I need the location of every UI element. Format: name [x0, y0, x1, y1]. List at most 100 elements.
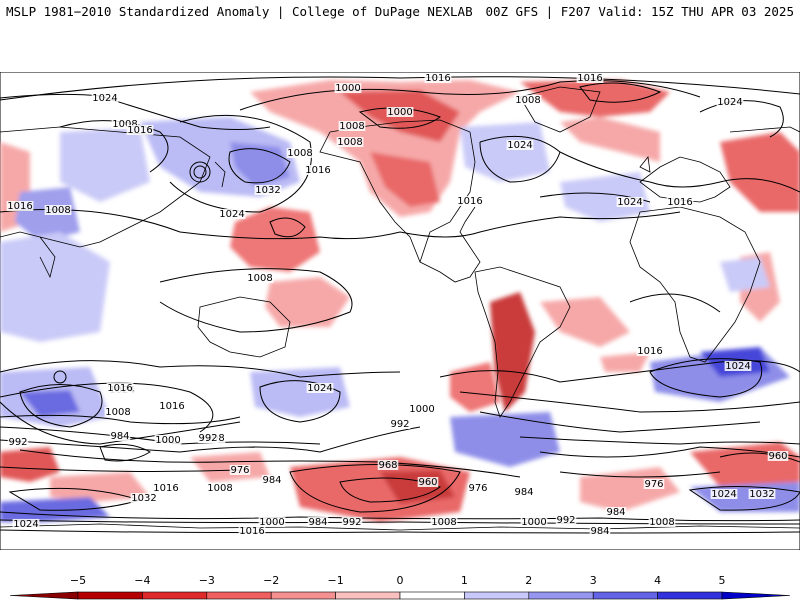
- isobar-1016: [0, 401, 241, 445]
- isobar-1016: [399, 211, 681, 238]
- isobar-label: 1024: [507, 140, 532, 151]
- isobar-1024: [0, 382, 214, 433]
- colorbar-tick-label: −5: [70, 574, 86, 587]
- isobar-1024: [649, 358, 762, 398]
- isobar-label: 1016: [107, 383, 132, 394]
- isobar-976: [0, 466, 241, 472]
- isobar-label-bg: [286, 148, 314, 158]
- isobar-label: 1016: [127, 125, 152, 136]
- isobar-label-bg: [254, 185, 282, 195]
- isobar-label: 1016: [153, 483, 178, 494]
- isobar-label-bg: [44, 205, 72, 215]
- coastline-africa: [629, 206, 761, 363]
- isobar-label: 984: [606, 507, 625, 518]
- colorbar-bin: [721, 591, 791, 600]
- anomaly-region-red: [580, 467, 680, 512]
- colorbar-tick-label: −3: [199, 574, 215, 587]
- isobar-960: [339, 477, 442, 503]
- isobar-label-bg: [648, 517, 676, 527]
- isobar-label: 1016: [7, 201, 32, 212]
- isobar-label-bg: [106, 383, 134, 393]
- isobar-label: 992: [342, 517, 361, 528]
- isobar-label-bg: [126, 125, 154, 135]
- isobar-label-bg: [424, 73, 452, 83]
- colorbar-tick-label: 0: [397, 574, 404, 587]
- isobar-label: 984: [262, 475, 281, 486]
- anomaly-region-red: [520, 80, 670, 117]
- isobar-label-bg: [417, 477, 439, 487]
- isobar-976: [559, 471, 721, 478]
- isobar-1024: [259, 380, 341, 423]
- colorbar-tick-label: −4: [134, 574, 150, 587]
- coastline-uk: [639, 156, 651, 173]
- isobar-label: 1016: [637, 346, 662, 357]
- coastline-north-america-west: [319, 131, 421, 263]
- isobar-label-bg: [748, 489, 776, 499]
- isobar-960: [719, 452, 800, 463]
- isobar-label-bg: [306, 383, 334, 393]
- anomaly-region-red: [600, 352, 650, 372]
- isobar-1008: [0, 414, 241, 425]
- isobar-label: 1008: [431, 517, 456, 528]
- isobar-label: 1008: [45, 205, 70, 216]
- isobar-label-bg: [666, 197, 694, 207]
- isobar-label: 1000: [335, 83, 360, 94]
- isobar-label-bg: [338, 121, 366, 131]
- isobar-label-bg: [386, 107, 414, 117]
- anomaly-region-blue: [0, 232, 110, 342]
- isobar-label-bg: [724, 361, 752, 371]
- coastline-japan: [214, 161, 226, 188]
- isobar-label: 1000: [387, 107, 412, 118]
- isobar-label: 1008: [287, 148, 312, 159]
- isobar-1000: [358, 107, 442, 129]
- isobar-label: 992: [390, 419, 409, 430]
- isobar-label-bg: [307, 517, 329, 527]
- isobar-label: 1024: [711, 489, 736, 500]
- isobar-label: 1008: [515, 95, 540, 106]
- isobar-label: 1000: [409, 404, 434, 415]
- isobar-label: 1024: [219, 209, 244, 220]
- isobar-label: 1016: [425, 73, 450, 84]
- isobar-label-bg: [304, 165, 332, 175]
- anomaly-region-red: [490, 292, 535, 412]
- anomaly-region-red: [0, 447, 60, 482]
- isobar-label-bg: [258, 517, 286, 527]
- colorbar-bin: [657, 591, 723, 600]
- isobar-label: 992: [556, 515, 575, 526]
- isobar-label-bg: [154, 435, 182, 445]
- isobar-label: 1016: [239, 526, 264, 537]
- isobar-968: [289, 464, 461, 513]
- isobar-label: 1032: [255, 185, 280, 196]
- isobar-label: 992: [198, 433, 217, 444]
- isobar-label: 1016: [667, 197, 692, 208]
- isobar-label: 1008: [649, 517, 674, 528]
- isobar-992: [519, 436, 800, 445]
- isobar-label-bg: [12, 519, 40, 529]
- isobar-1016: [0, 360, 401, 378]
- isobar-label-bg: [7, 437, 29, 447]
- isobar-1008: [269, 217, 306, 238]
- anomaly-region-blue: [720, 257, 770, 292]
- isobar-1024: [0, 93, 271, 130]
- colorbar-bin: [464, 591, 530, 600]
- colorbar-bin: [206, 591, 272, 600]
- isobar-label: 1016: [305, 165, 330, 176]
- coastline-australia: [197, 296, 291, 358]
- isobar-992: [0, 426, 421, 453]
- isobar-label-bg: [152, 483, 180, 493]
- isobar-1000: [0, 511, 800, 522]
- isobar-label-bg: [246, 273, 274, 283]
- isobar-1008: [459, 391, 800, 413]
- isobar-1000: [579, 82, 662, 103]
- colorbar: −5 −4 −3 −2 −1 0 1 2 3 4 5: [9, 574, 791, 600]
- isobar-label-bg: [636, 346, 664, 356]
- isobar-label: 1008: [207, 483, 232, 494]
- isobar-label-bg: [514, 95, 542, 105]
- isobar-low: [193, 165, 207, 179]
- isobar-label-bg: [238, 526, 266, 536]
- colorbar-bin: [528, 591, 594, 600]
- isobar-label-bg: [130, 493, 158, 503]
- isobar-label-bg: [158, 401, 186, 411]
- isobar-label: 984: [110, 431, 129, 442]
- colorbar-tick-label: 1: [461, 574, 468, 587]
